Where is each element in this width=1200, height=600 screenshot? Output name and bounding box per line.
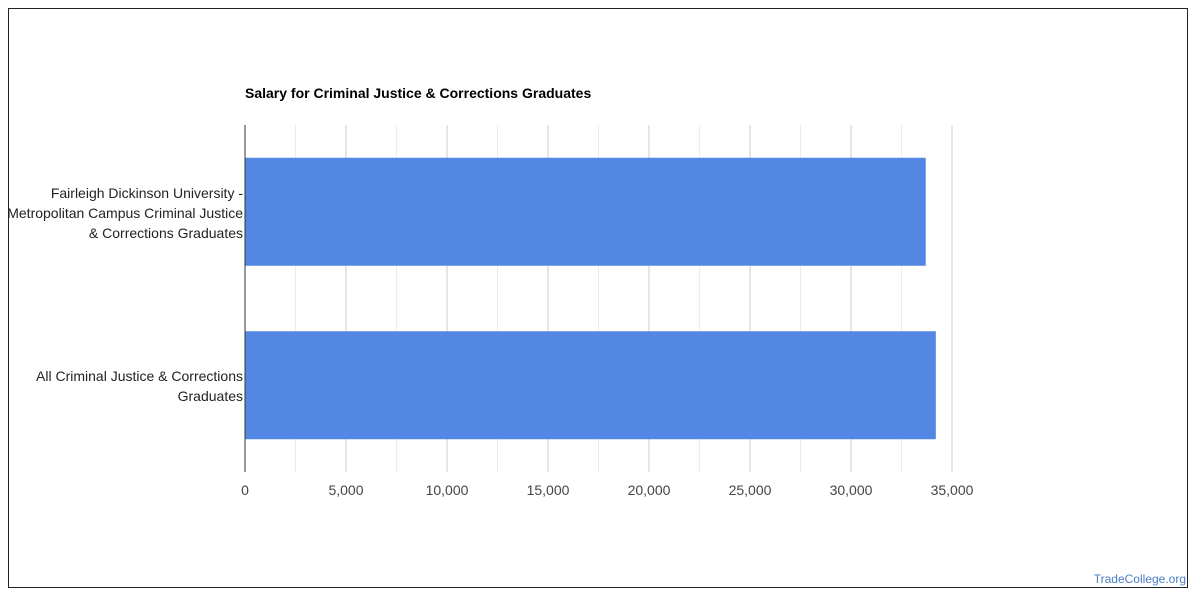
bar-1 xyxy=(245,331,936,440)
x-tick-label: 5,000 xyxy=(328,482,363,498)
x-tick-label: 0 xyxy=(241,482,249,498)
x-tick-label: 35,000 xyxy=(931,482,974,498)
x-tick-label: 10,000 xyxy=(426,482,469,498)
x-tick-label: 25,000 xyxy=(729,482,772,498)
tradecollege-watermark: TradeCollege.org xyxy=(1093,572,1186,586)
bar-0 xyxy=(245,157,926,266)
x-tick-label: 30,000 xyxy=(830,482,873,498)
category-label-all-graduates: All Criminal Justice & Corrections Gradu… xyxy=(36,368,243,404)
chart-title: Salary for Criminal Justice & Correction… xyxy=(245,85,592,101)
category-label-fairleigh-dickinson: Fairleigh Dickinson University - Metropo… xyxy=(7,185,243,241)
x-tick-label: 15,000 xyxy=(527,482,570,498)
x-tick-label: 20,000 xyxy=(628,482,671,498)
